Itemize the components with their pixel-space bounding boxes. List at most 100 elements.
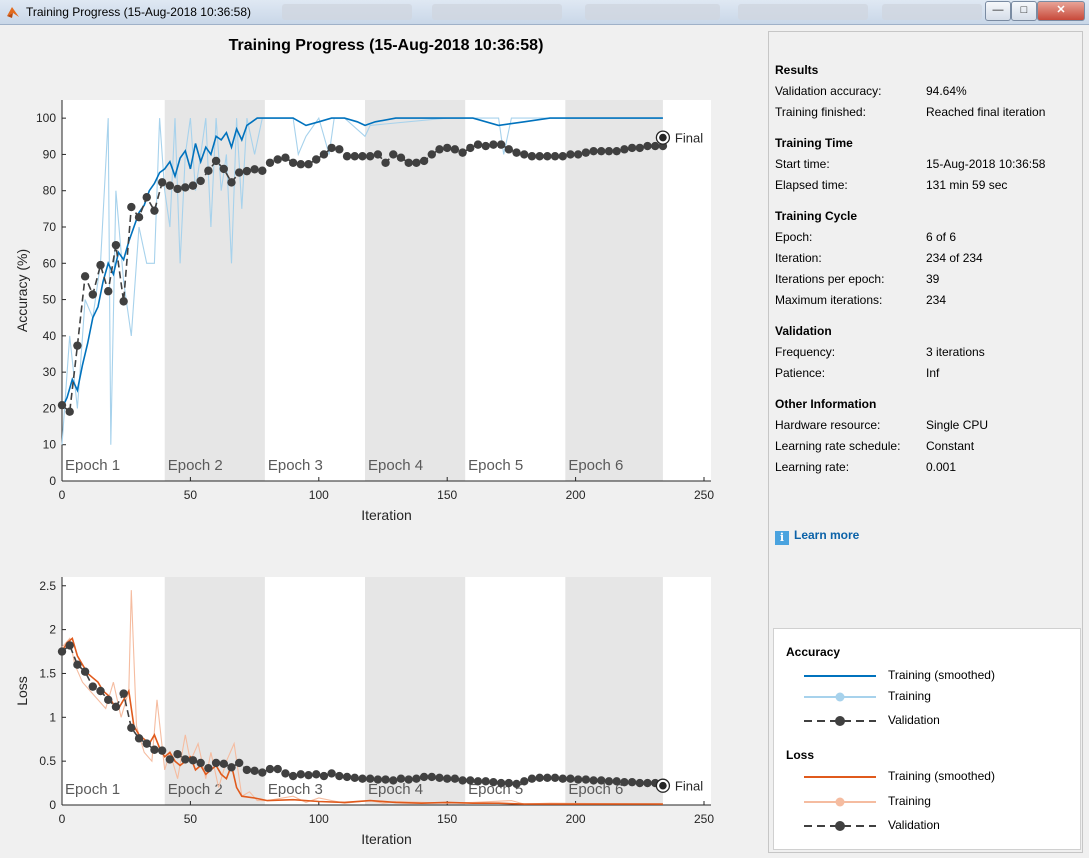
validation-point (273, 764, 282, 774)
validation-point (651, 141, 660, 151)
validation-point (396, 153, 406, 162)
info-panel: Results Validation accuracy: 94.64% Trainin… (768, 31, 1083, 853)
validation-point (258, 768, 267, 777)
info-row: Iterations per epoch: 39 (775, 269, 1075, 290)
validation-point (196, 176, 205, 186)
validation-point (150, 745, 159, 754)
validation-point (473, 777, 483, 786)
validation-point (150, 206, 159, 215)
final-label: Final (675, 779, 703, 794)
info-key: Frequency: (775, 345, 836, 359)
validation-point (173, 184, 182, 194)
background-tab (282, 4, 412, 20)
validation-point (597, 146, 606, 156)
validation-point (419, 156, 429, 166)
section-title: Validation (775, 324, 832, 338)
validation-point (111, 240, 121, 250)
info-key: Training finished: (775, 105, 866, 119)
validation-point (612, 777, 621, 786)
validation-point (543, 773, 552, 783)
validation-point (435, 773, 444, 783)
validation-point (204, 763, 213, 773)
validation-point (558, 774, 567, 783)
validation-point (373, 150, 383, 159)
validation-point (627, 143, 637, 153)
close-button[interactable]: ✕ (1037, 1, 1085, 21)
validation-point (481, 777, 490, 786)
info-row: Frequency: 3 iterations (775, 342, 1075, 363)
validation-point (273, 155, 282, 164)
x-tick-label: 100 (309, 488, 329, 502)
validation-point (227, 178, 236, 187)
background-tab (738, 4, 868, 20)
validation-point (496, 778, 506, 788)
validation-point (466, 143, 475, 153)
validation-point (319, 150, 329, 159)
y-tick-label: 20 (43, 401, 57, 415)
validation-point (443, 143, 452, 153)
validation-point (643, 141, 652, 151)
validation-point (373, 775, 383, 784)
info-row: Elapsed time: 131 min 59 sec (775, 175, 1075, 196)
validation-point (404, 775, 413, 784)
final-marker-dot (659, 133, 667, 142)
window-title-bar: Training Progress (15-Aug-2018 10:36:58)… (0, 0, 1089, 25)
validation-point (265, 158, 275, 167)
info-key: Maximum iterations: (775, 293, 883, 307)
info-row: Learning rate: 0.001 (775, 457, 1075, 478)
validation-point (504, 145, 514, 154)
validation-point (88, 290, 98, 299)
info-row: Start time: 15-Aug-2018 10:36:58 (775, 154, 1075, 175)
info-value: 234 (926, 293, 947, 307)
validation-point (458, 148, 467, 157)
x-tick-label: 50 (184, 488, 198, 502)
matlab-app-icon (7, 7, 19, 18)
learn-more-label[interactable]: Learn more (794, 528, 860, 542)
validation-point (312, 155, 321, 164)
final-label: Final (675, 131, 703, 146)
y-tick-label: 90 (43, 147, 57, 161)
y-tick-label: 2.5 (39, 579, 56, 593)
y-axis-label: Loss (14, 676, 30, 706)
minimize-button[interactable]: — (985, 1, 1011, 21)
validation-point (165, 181, 175, 190)
background-tab (432, 4, 562, 20)
validation-point (527, 152, 537, 161)
info-row: Maximum iterations: 234 (775, 290, 1075, 311)
validation-point (181, 755, 190, 764)
validation-point (512, 148, 521, 157)
y-tick-label: 1.5 (39, 666, 56, 680)
validation-point (73, 341, 82, 350)
validation-point (558, 152, 567, 161)
maximize-button[interactable]: □ (1011, 1, 1037, 21)
x-tick-label: 200 (566, 812, 586, 826)
validation-point (234, 168, 244, 177)
info-value: Inf (926, 366, 940, 380)
validation-point (319, 771, 329, 781)
epoch-label: Epoch 2 (168, 457, 223, 474)
legend-loss-title: Loss (786, 748, 815, 762)
x-tick-label: 0 (59, 488, 66, 502)
section-title: Other Information (775, 397, 877, 411)
validation-point (127, 723, 136, 733)
validation-point (566, 150, 575, 159)
info-value: 15-Aug-2018 10:36:58 (926, 157, 1046, 171)
validation-point (119, 297, 128, 306)
validation-point (512, 779, 521, 789)
validation-point (304, 770, 313, 780)
validation-point (142, 739, 151, 748)
learn-more-link[interactable]: i Learn more (775, 526, 860, 545)
y-tick-label: 10 (43, 438, 57, 452)
x-tick-label: 0 (59, 812, 66, 826)
validation-point (489, 778, 498, 787)
validation-point (173, 749, 182, 759)
validation-point (404, 158, 413, 167)
y-tick-label: 30 (43, 365, 57, 379)
validation-point (296, 770, 306, 779)
epoch-label: Epoch 3 (268, 781, 323, 798)
final-marker-dot (659, 781, 667, 790)
training-progress-plots: Training Progress (15-Aug-2018 10:36:58)… (14, 37, 714, 847)
x-axis-label: Iteration (361, 507, 412, 523)
validation-point (635, 778, 644, 788)
validation-point (450, 145, 460, 154)
